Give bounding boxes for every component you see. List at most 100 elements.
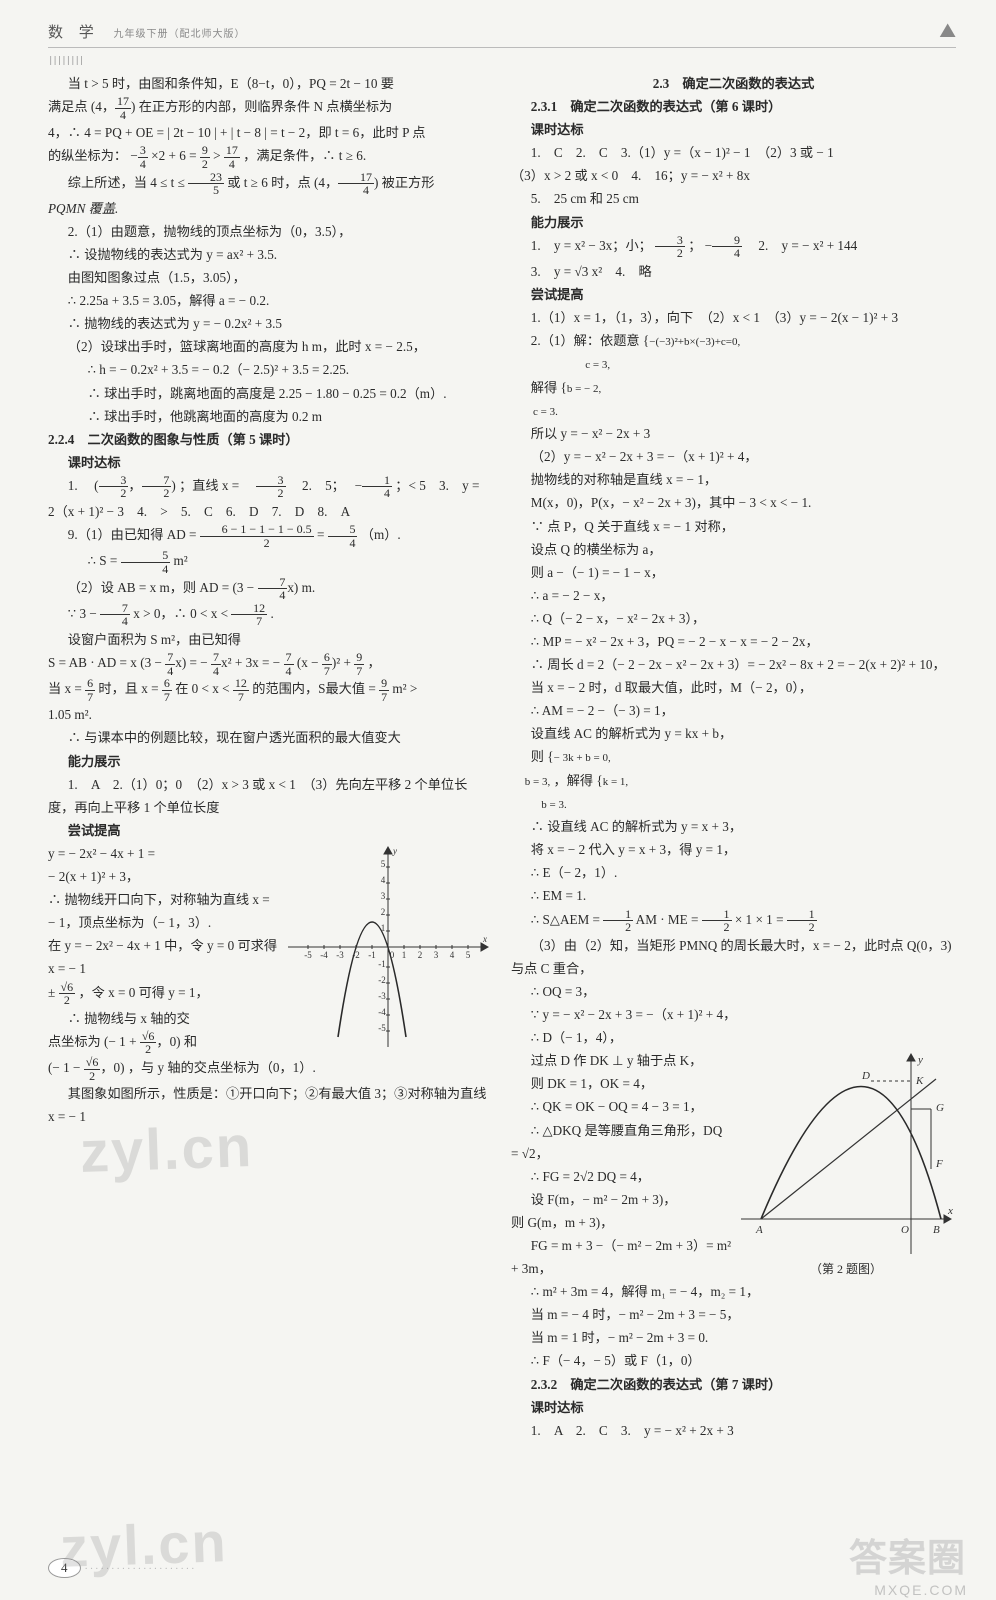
text: 3. y = √3 x² 4. 略	[511, 260, 956, 283]
text: 解得	[531, 380, 557, 395]
text: （2）设球出手时，篮球离地面的高度为 h m，此时 x = − 2.5，	[48, 335, 493, 358]
text: 1. y = x² − 3x；小；	[531, 238, 652, 253]
text: ∴ m² + 3m = 4，解得 m₁ = − 4，m₂ = 1，	[511, 1280, 956, 1303]
svg-text:-1: -1	[368, 950, 376, 960]
text: （2）y = − x² − 2x + 3 = −（x + 1)² + 4，	[511, 445, 956, 468]
text: ，	[368, 655, 381, 670]
text: ∴ 与课本中的例题比较，现在窗户透光面积的最大值变大	[48, 726, 493, 749]
svg-text:3: 3	[434, 950, 439, 960]
text: 1. C 2. C 3.（1）y =（x − 1)² − 1 （2）3 或 − …	[511, 141, 956, 164]
text: 2（x + 1)² − 3 4. > 5. C 6. D 7. D 8. A	[48, 500, 493, 523]
text: ∴ F（− 4，− 5）或 F（1，0）	[511, 1349, 956, 1372]
text: 9.（1）由已知得 AD =	[68, 527, 197, 542]
text: 设直线 AC 的解析式为 y = kx + b，	[511, 722, 956, 745]
text: ∴ Q（− 2 − x，− x² − 2x + 3），	[511, 607, 956, 630]
text: × 1 × 1 =	[735, 912, 784, 927]
svg-text:-3: -3	[336, 950, 344, 960]
text: 1. A 2. C 3. y = − x² + 2x + 3	[511, 1419, 956, 1442]
svg-text:-5: -5	[304, 950, 312, 960]
text: S = AB · AD = x	[48, 655, 137, 670]
text: ，令 x = 0 可得 y = 1，	[78, 985, 208, 1000]
text: 1.	[68, 478, 91, 493]
text: ；	[688, 238, 701, 253]
subject-label: 数 学	[48, 25, 100, 41]
svg-text:A: A	[755, 1224, 763, 1236]
text: 1.（1）x = 1，（1，3），向下 （2）x < 1 （3）y = − 2(…	[511, 306, 956, 329]
grade-label: 九年级下册（配北师大版）	[114, 29, 246, 40]
text: ∴ a = − 2 − x，	[511, 584, 956, 607]
text: 2. y = − x² + 144	[745, 238, 857, 253]
text: 的纵坐标为：	[48, 149, 127, 164]
text: 和	[184, 1034, 197, 1049]
text: 所以 y = − x² − 2x + 3	[511, 422, 956, 445]
text: 设点 Q 的横坐标为 a，	[511, 538, 956, 561]
text: ∴ 2.25a + 3.5 = 3.05，解得 a = − 0.2.	[48, 289, 493, 312]
svg-text:4: 4	[450, 950, 455, 960]
text: ，与 y 轴的交点坐标为（0，1）.	[128, 1060, 316, 1075]
svg-text:y: y	[917, 1054, 923, 1066]
watermark-3: 答案圈	[849, 1527, 966, 1582]
parabola-graph-right: A B O D K G F x y （第 2 题图）	[736, 1049, 956, 1279]
text: 设窗户面积为 S m²，由已知得	[48, 628, 493, 651]
svg-text:2: 2	[381, 907, 386, 917]
text: （3）由（2）知，当矩形 PMNQ 的周长最大时，x = − 2，此时点 Q(0…	[511, 934, 956, 980]
text: 当 m = − 4 时，− m² − 2m + 3 = − 5，	[511, 1303, 956, 1326]
text: ∴ D（− 1，4），	[511, 1026, 956, 1049]
svg-text:B: B	[933, 1224, 940, 1236]
svg-text:-4: -4	[320, 950, 328, 960]
heading-kdb: 课时达标	[48, 451, 493, 474]
text: ∴ OQ = 3，	[511, 980, 956, 1003]
text: （m）.	[361, 527, 401, 542]
text: ∴ 球出手时，跳离地面的高度是 2.25 − 1.80 − 0.25 = 0.2…	[48, 382, 493, 405]
text: ∴ h = − 0.2x² + 3.5 = − 0.2（− 2.5)² + 3.…	[48, 358, 493, 381]
svg-text:x: x	[482, 934, 487, 944]
text: 当 m = 1 时，− m² − 2m + 3 = 0.	[511, 1326, 956, 1349]
graph-caption: （第 2 题图）	[736, 1259, 956, 1280]
section-232: 2.3.2 确定二次函数的表达式（第 7 课时）	[511, 1373, 956, 1396]
text: ∴ EM = 1.	[511, 884, 956, 907]
svg-text:-3: -3	[378, 991, 386, 1001]
text: 时，且 x =	[98, 681, 158, 696]
svg-text:O: O	[901, 1224, 909, 1236]
text: ∴ E（− 2，1）.	[511, 861, 956, 884]
svg-text:-4: -4	[378, 1007, 386, 1017]
text: ∵ 3 −	[68, 606, 97, 621]
header-deco-icon: ⛰	[939, 20, 956, 43]
text: 其图象如图所示，性质是：①开口向下；②有最大值 3；③对称轴为直线 x = − …	[48, 1082, 493, 1128]
heading-csth: 尝试提高	[48, 819, 493, 842]
svg-text:5: 5	[381, 859, 386, 869]
text: ；直线 x =	[179, 478, 252, 493]
section-23: 2.3 确定二次函数的表达式	[511, 72, 956, 95]
text: ∴ S =	[88, 553, 118, 568]
text: ∴ AM = − 2 −（− 3) = 1，	[511, 699, 956, 722]
section-231: 2.3.1 确定二次函数的表达式（第 6 课时）	[511, 95, 956, 118]
text: ∴ 设抛物线的表达式为 y = ax² + 3.5.	[48, 243, 493, 266]
text: ；< 5 3. y =	[395, 478, 479, 493]
text: 的范围内，S最大值 =	[252, 681, 376, 696]
left-column: 当 t > 5 时，由图和条件知，E（8−t，0），PQ = 2t − 10 要…	[48, 72, 493, 1442]
text: 当 x =	[48, 681, 82, 696]
text: （3）x > 2 或 x < 0 4. 16；y = − x² + 8x	[511, 164, 956, 187]
text: 2.（1）由题意，抛物线的顶点坐标为（0，3.5），	[48, 220, 493, 243]
text: 或 t ≥ 6 时，点	[227, 175, 310, 190]
text: 则 a −（− 1) = − 1 − x，	[511, 561, 956, 584]
text: m² >	[392, 681, 417, 696]
svg-text:x: x	[947, 1205, 953, 1217]
text: ∵ y = − x² − 2x + 3 = −（x + 1)² + 4，	[511, 1003, 956, 1026]
text: ±	[48, 985, 55, 1000]
svg-text:y: y	[392, 846, 397, 856]
text: 点坐标为	[48, 1034, 101, 1049]
svg-text:4: 4	[381, 875, 386, 885]
text: x > 0，∴ 0 < x <	[133, 606, 228, 621]
svg-text:3: 3	[381, 891, 386, 901]
text: 则	[531, 749, 544, 764]
right-column: 2.3 确定二次函数的表达式 2.3.1 确定二次函数的表达式（第 6 课时） …	[511, 72, 956, 1442]
svg-text:F: F	[935, 1158, 943, 1170]
svg-text:K: K	[915, 1075, 924, 1087]
text: 2.（1）解：依题意	[531, 333, 640, 348]
text: 1.05 m².	[48, 703, 493, 726]
barcode-deco: ||||||||	[48, 56, 956, 66]
text: ，满足条件，∴ t ≥ 6.	[243, 149, 366, 164]
text: ∴ 周长 d = 2（− 2 − 2x − x² − 2x + 3）= − 2x…	[511, 653, 956, 676]
frac: (4，174)	[91, 99, 136, 114]
